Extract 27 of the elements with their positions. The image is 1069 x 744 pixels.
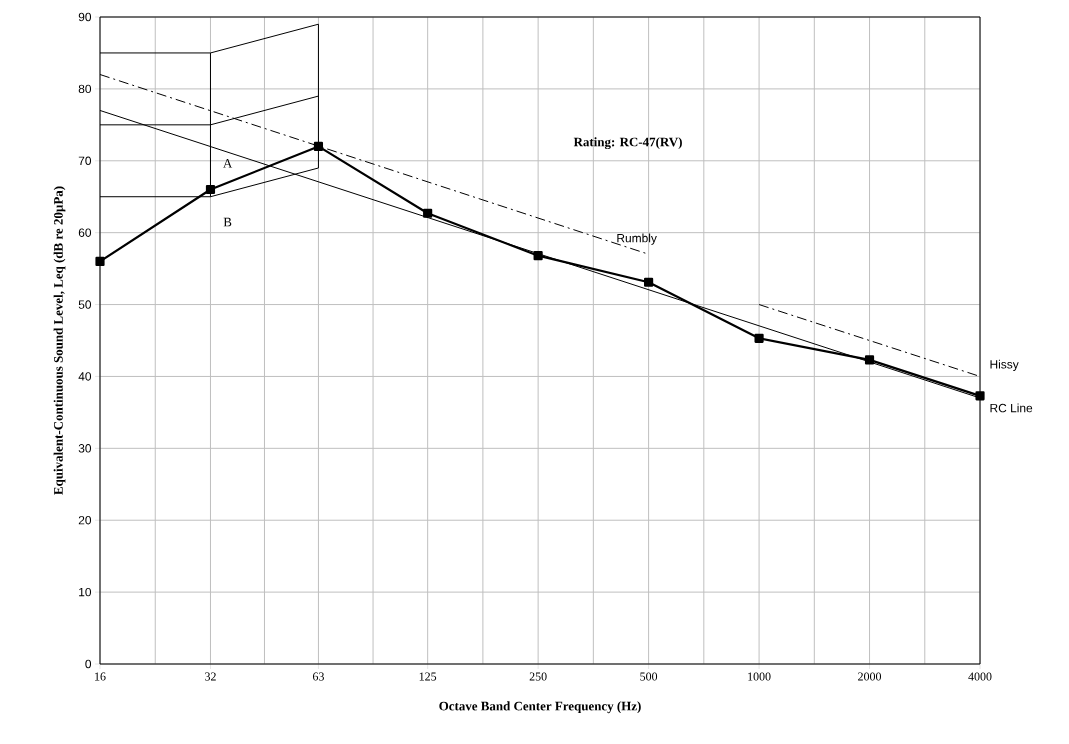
- x-tick-label: 32: [205, 672, 216, 681]
- annotation: A: [223, 158, 233, 168]
- y-tick-label: 0: [85, 659, 92, 669]
- y-tick-label: 10: [79, 587, 92, 597]
- x-tick-label: 63: [312, 672, 324, 681]
- y-tick-label: 50: [78, 300, 92, 309]
- y-tick-label: 40: [78, 372, 92, 381]
- x-tick-label: 1000: [748, 672, 771, 681]
- y-tick-label: 90: [78, 12, 92, 22]
- x-tick-label: 2000: [858, 672, 882, 681]
- series-label: Rumbly: [617, 233, 657, 245]
- y-tick-label: 20: [78, 515, 92, 525]
- annotation: B: [223, 217, 232, 227]
- series-label: RC Line: [990, 403, 1033, 413]
- x-tick-label: 125: [419, 672, 437, 681]
- y-axis-title: Equivalent-Continuous Sound Level, Leq (dB re 20µPa): [53, 186, 66, 495]
- y-tick-label: 80: [78, 84, 92, 94]
- series-label: Hissy: [990, 359, 1019, 371]
- x-tick-label: 250: [529, 672, 547, 681]
- y-tick-label: 30: [78, 444, 92, 453]
- x-axis-title: Octave Band Center Frequency (Hz): [439, 701, 641, 714]
- x-tick-label: 4000: [968, 672, 992, 681]
- annotation: Rating: RC-47(RV): [573, 137, 682, 150]
- x-tick-label: 16: [95, 672, 106, 681]
- y-tick-label: 70: [78, 156, 92, 165]
- y-tick-label: 60: [78, 228, 92, 237]
- x-tick-label: 500: [640, 672, 658, 681]
